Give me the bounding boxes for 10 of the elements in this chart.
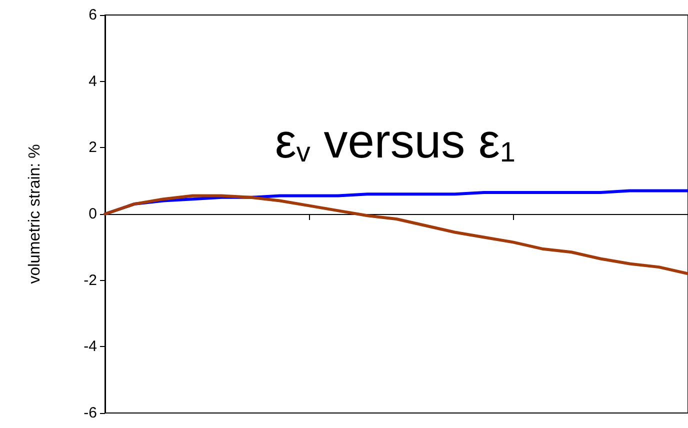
y-tick-label: -2 xyxy=(84,272,97,289)
y-tick-label: 0 xyxy=(88,206,97,222)
y-tick-label: -4 xyxy=(84,338,97,356)
y-tick-label: 2 xyxy=(88,139,97,156)
line-series xyxy=(104,194,688,276)
y-axis-title: volumetric strain: % xyxy=(26,144,44,284)
y-tick-label: -6 xyxy=(84,404,97,422)
y-tick-label: 6 xyxy=(88,6,97,24)
annotation: εv versus ε1 xyxy=(275,116,516,168)
y-tick-label: 4 xyxy=(88,72,97,90)
